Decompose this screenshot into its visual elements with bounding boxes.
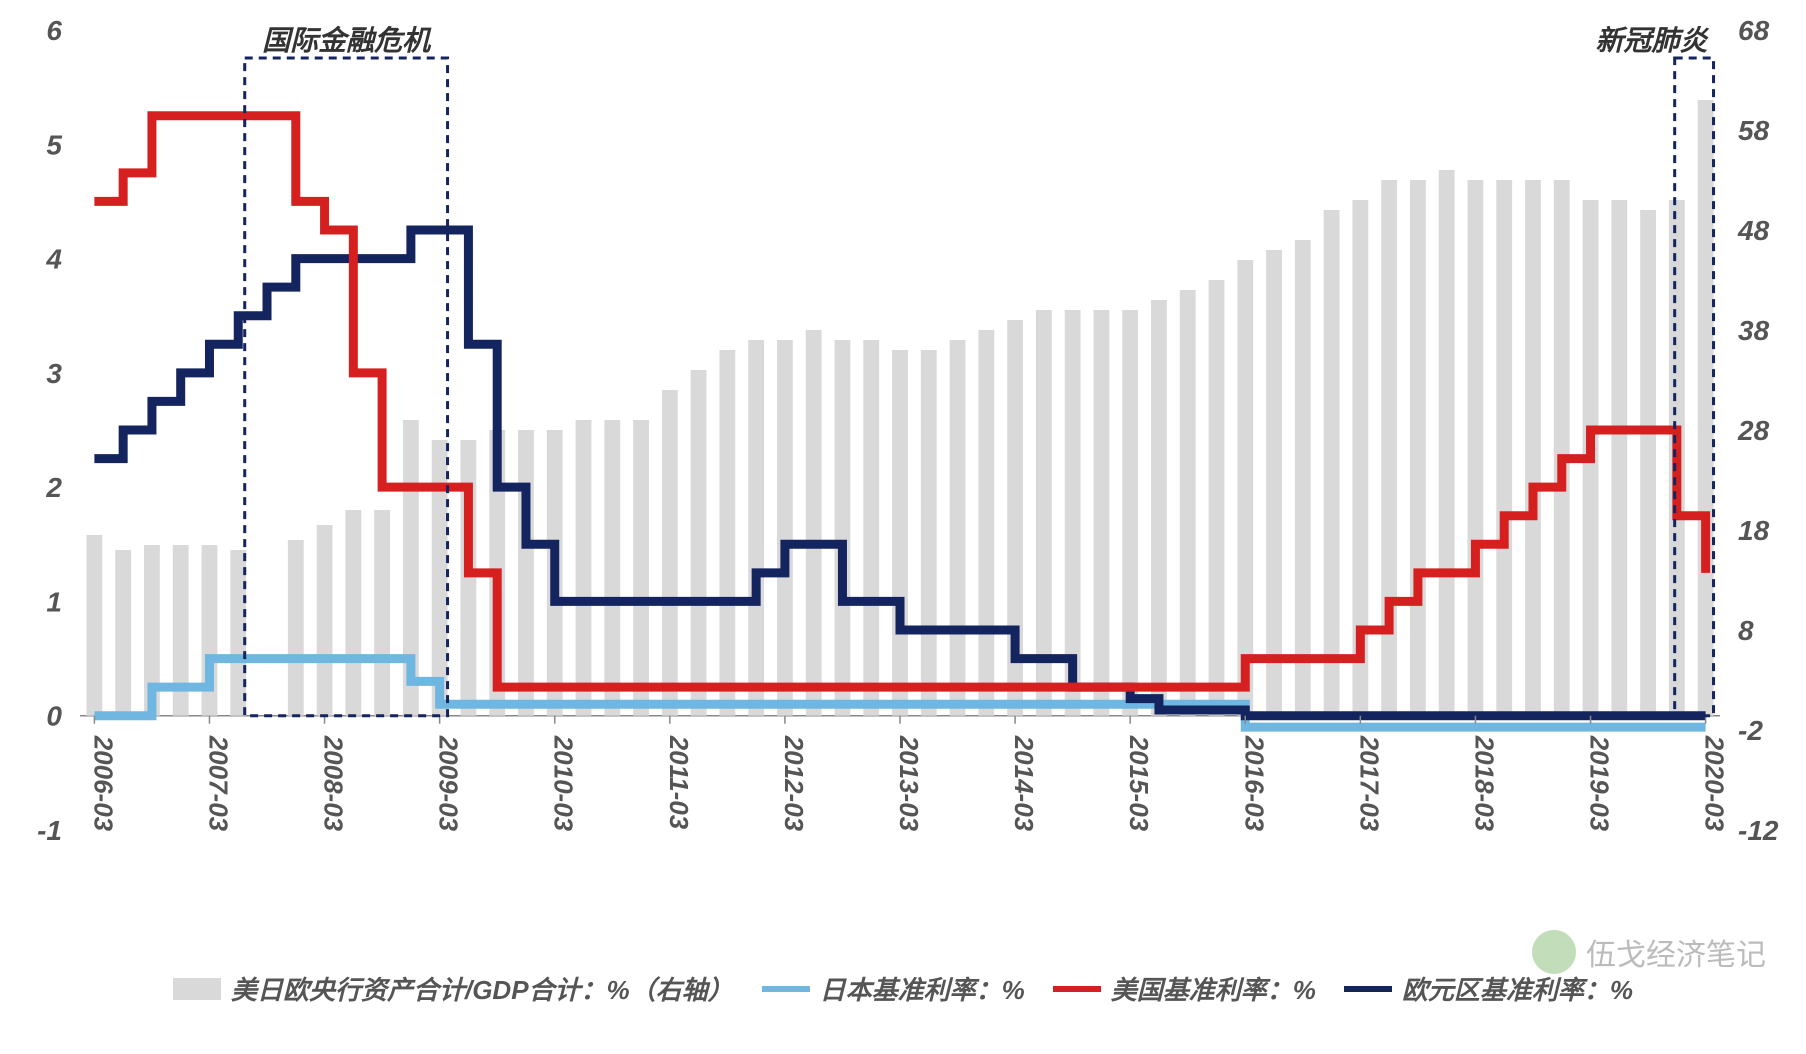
bar	[1324, 210, 1340, 716]
bar	[1554, 180, 1570, 716]
covid-label: 新冠肺炎	[1596, 25, 1710, 56]
gfc-label: 国际金融危机	[262, 25, 432, 56]
legend-label: 日本基准利率：%	[820, 970, 1025, 1007]
bar	[1698, 100, 1714, 716]
x-tick-label: 2020-03	[1700, 735, 1730, 832]
bar	[1525, 180, 1541, 716]
bar	[604, 420, 620, 716]
y-right-tick: 68	[1738, 15, 1770, 46]
watermark-text: 伍戈经济笔记	[1586, 930, 1766, 974]
y-left-tick: 0	[46, 701, 62, 732]
bar	[1151, 300, 1167, 716]
legend-item-japan: 日本基准利率：%	[762, 970, 1025, 1007]
bar	[1611, 200, 1627, 716]
y-right-tick: 58	[1738, 115, 1770, 146]
y-right-tick: 48	[1737, 215, 1770, 246]
legend-item-bars: 美日欧央行资产合计/GDP合计：%（右轴）	[173, 970, 734, 1007]
y-left-tick: 4	[45, 244, 62, 275]
bar	[576, 420, 592, 716]
bar	[1439, 170, 1455, 716]
bar	[950, 340, 966, 716]
legend-swatch-line	[1053, 986, 1101, 992]
bar	[863, 340, 879, 716]
bar	[1180, 290, 1196, 716]
y-right-tick: 18	[1738, 515, 1770, 546]
y-right-tick: 28	[1737, 415, 1770, 446]
legend-label: 美国基准利率：%	[1111, 970, 1316, 1007]
y-right-tick: 8	[1738, 615, 1754, 646]
bar	[691, 370, 707, 716]
watermark: 伍戈经济笔记	[1532, 930, 1766, 974]
bar	[806, 330, 822, 716]
y-left-tick: 6	[46, 15, 62, 46]
x-tick-label: 2011-03	[664, 735, 694, 830]
y-left-tick: 5	[46, 129, 62, 160]
legend: 美日欧央行资产合计/GDP合计：%（右轴） 日本基准利率：% 美国基准利率：% 欧元区…	[0, 970, 1806, 1007]
bar	[1468, 180, 1484, 716]
bar	[921, 350, 937, 716]
y-left-tick: 3	[46, 358, 62, 389]
bar	[633, 420, 649, 716]
legend-label: 美日欧央行资产合计/GDP合计：%（右轴）	[231, 970, 734, 1007]
x-tick-label: 2008-03	[319, 735, 349, 832]
legend-swatch-bar	[173, 978, 221, 1000]
x-tick-label: 2009-03	[434, 735, 464, 832]
legend-swatch-line	[1344, 986, 1392, 992]
bar	[748, 340, 764, 716]
y-right-tick: -2	[1738, 715, 1763, 746]
legend-item-us: 美国基准利率：%	[1053, 970, 1316, 1007]
bar	[1381, 180, 1397, 716]
legend-item-euro: 欧元区基准利率：%	[1344, 970, 1633, 1007]
bar	[461, 440, 477, 716]
x-tick-label: 2016-03	[1239, 735, 1269, 832]
bar	[1093, 310, 1109, 716]
y-left-tick: -1	[37, 815, 62, 846]
bar	[317, 525, 333, 716]
wechat-icon	[1532, 930, 1576, 974]
bar	[1410, 180, 1426, 716]
x-tick-label: 2010-03	[549, 735, 579, 832]
bar	[115, 550, 131, 716]
x-tick-label: 2006-03	[88, 735, 118, 832]
bar	[432, 440, 448, 716]
chart-container: -1 0 1 2 3 4 5 6 -12 -2 8 18 28 38 48 58 68 2006-03 2007-0…	[0, 0, 1806, 1054]
bar	[1295, 240, 1311, 716]
bar	[1496, 180, 1512, 716]
bar	[719, 350, 735, 716]
x-tick-label: 2017-03	[1354, 735, 1384, 832]
bar	[662, 390, 678, 716]
bar	[1640, 210, 1656, 716]
legend-swatch-line	[762, 986, 810, 992]
bar	[518, 430, 534, 716]
bar	[1237, 260, 1253, 716]
bar	[978, 330, 994, 716]
bar	[374, 510, 390, 716]
x-tick-label: 2019-03	[1585, 735, 1615, 832]
bar	[1266, 250, 1282, 716]
x-tick-label: 2012-03	[779, 735, 809, 832]
bar	[1122, 310, 1138, 716]
x-tick-label: 2018-03	[1469, 735, 1499, 832]
y-right-tick: 38	[1738, 315, 1770, 346]
x-tick-label: 2014-03	[1009, 735, 1039, 832]
legend-label: 欧元区基准利率：%	[1402, 970, 1633, 1007]
bar	[345, 510, 361, 716]
y-left-tick: 2	[45, 472, 62, 503]
bar	[892, 350, 908, 716]
bar	[835, 340, 851, 716]
bar	[777, 340, 793, 716]
bar	[288, 540, 304, 716]
x-tick-label: 2015-03	[1124, 735, 1154, 832]
chart-svg: -1 0 1 2 3 4 5 6 -12 -2 8 18 28 38 48 58 68 2006-03 2007-0…	[0, 0, 1806, 1054]
y-left-tick: 1	[46, 586, 62, 617]
bar	[1209, 280, 1225, 716]
bar	[86, 535, 102, 716]
x-tick-label: 2013-03	[894, 735, 924, 832]
y-right-tick: -12	[1738, 815, 1779, 846]
x-tick-label: 2007-03	[203, 735, 233, 832]
